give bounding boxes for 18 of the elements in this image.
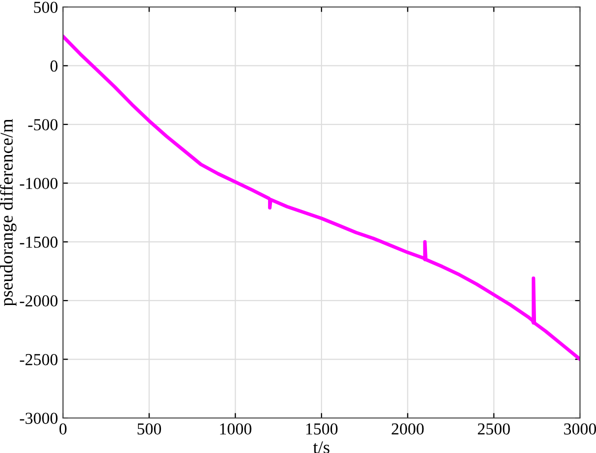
y-tick-label: 0 [50, 60, 58, 72]
y-tick-label: -3000 [20, 412, 58, 424]
x-tick-label: 2500 [478, 423, 510, 435]
y-tick-label: 500 [34, 2, 58, 13]
x-tick-label: 3000 [564, 423, 596, 435]
y-tick-label: -2000 [20, 295, 58, 307]
x-tick-label: 2000 [392, 423, 424, 435]
x-tick-label: 500 [138, 423, 162, 435]
y-tick-label: -500 [28, 119, 58, 130]
y-tick-label: -1500 [20, 236, 58, 248]
y-tick-label: -2500 [20, 354, 58, 366]
x-tick-label: 1000 [220, 423, 252, 435]
x-tick-label: 0 [59, 423, 67, 435]
y-tick-label: -1000 [20, 178, 58, 190]
y-axis-title: pseudorange difference/m [0, 118, 16, 306]
line-series [63, 34, 580, 362]
x-axis-title: t/s [313, 441, 330, 453]
x-tick-label: 1500 [306, 423, 338, 435]
